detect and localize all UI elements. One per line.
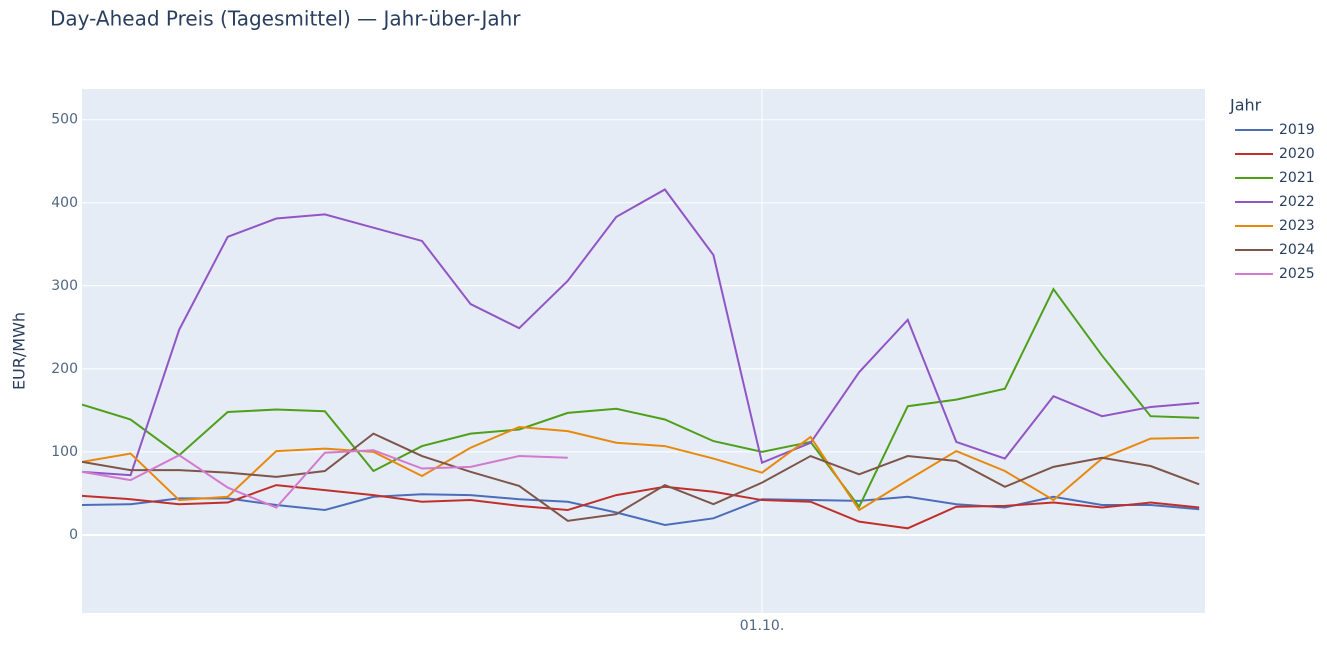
- y-tick-label: 200: [51, 361, 78, 377]
- series-line: [82, 425, 1200, 512]
- y-axis-label: EUR/MWh: [10, 312, 29, 390]
- legend-label: 2020: [1279, 146, 1315, 162]
- plot-lines: [82, 188, 1200, 530]
- legend-label: 2022: [1279, 194, 1315, 210]
- legend-title: Jahr: [1229, 96, 1262, 115]
- series-line: [82, 432, 1200, 522]
- legend-label: 2023: [1279, 218, 1315, 234]
- legend-label: 2019: [1279, 122, 1315, 138]
- y-tick-label: 0: [69, 527, 78, 543]
- x-tick-label: 01.10.: [740, 618, 785, 634]
- series-line: [82, 449, 568, 509]
- series-line: [82, 188, 1200, 477]
- series-line: [82, 287, 1200, 509]
- y-tick-label: 300: [51, 278, 78, 294]
- y-tick-label: 100: [51, 444, 78, 460]
- y-tick-label: 500: [51, 112, 78, 128]
- chart-title: Day-Ahead Preis (Tagesmittel) — Jahr-übe…: [50, 7, 521, 31]
- legend-label: 2021: [1279, 170, 1315, 186]
- y-tick-label: 400: [51, 195, 78, 211]
- legend-label: 2024: [1279, 242, 1315, 258]
- legend-label: 2025: [1279, 266, 1315, 282]
- series-line: [82, 484, 1200, 530]
- plot-area: [82, 89, 1205, 613]
